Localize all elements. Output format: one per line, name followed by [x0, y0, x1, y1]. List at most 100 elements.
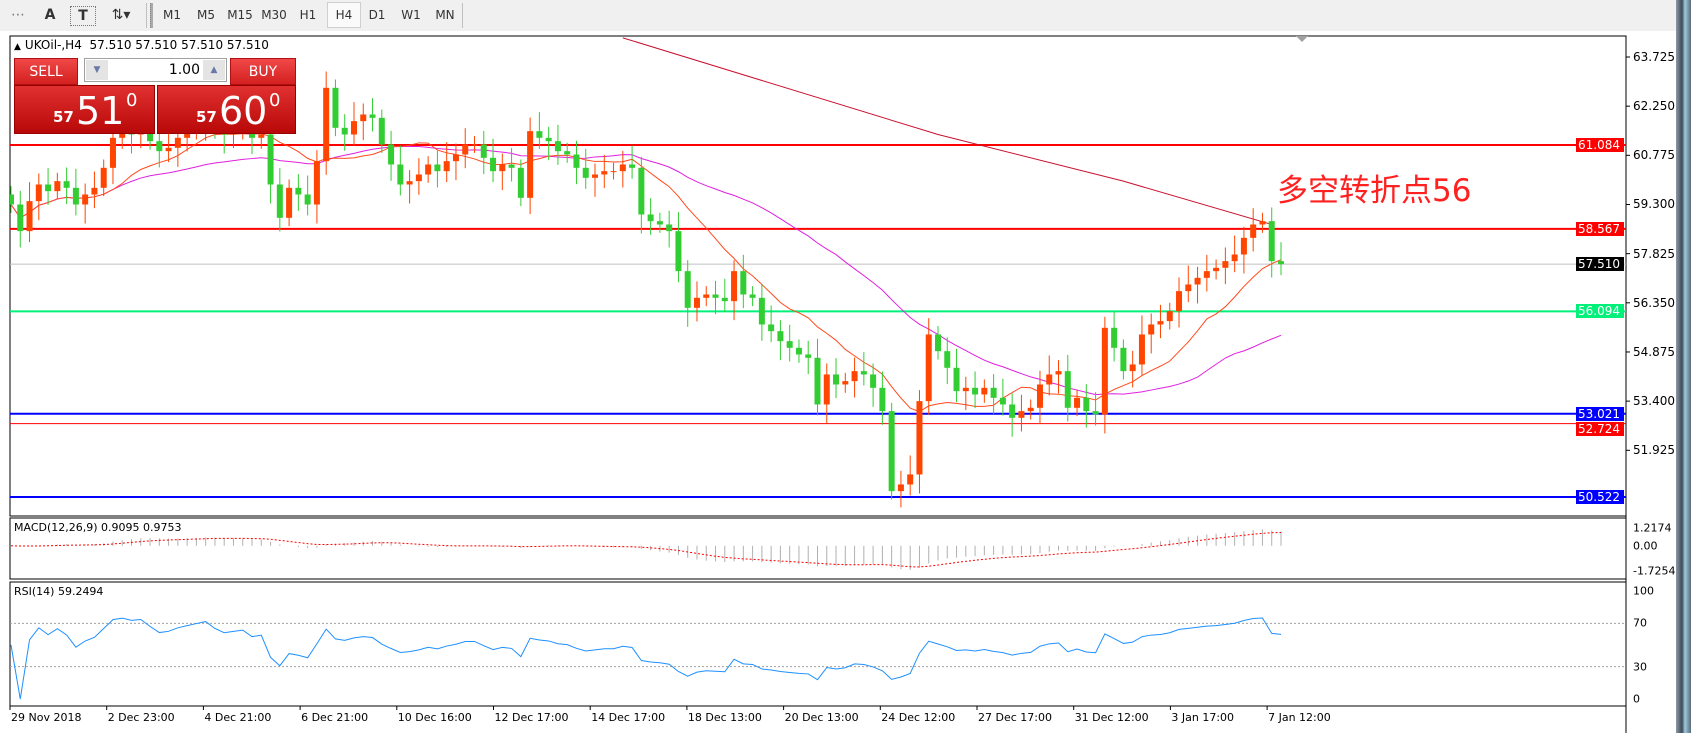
candle-down	[721, 297, 728, 302]
candle-down	[1268, 221, 1275, 262]
buy-price[interactable]: 57 60 0	[157, 85, 296, 134]
candle-down	[833, 374, 840, 385]
candle-down	[972, 387, 979, 395]
candle-down	[786, 341, 793, 348]
lot-increase-icon[interactable]: ▲	[203, 60, 225, 80]
candle-down	[935, 334, 941, 352]
candle-up	[731, 271, 738, 302]
level-tag-53.021: 53.021	[1576, 406, 1624, 421]
time-label: 14 Dec 17:00	[591, 711, 666, 724]
buy-button[interactable]: BUY	[230, 58, 296, 85]
candle-up	[1185, 284, 1192, 292]
tf-m5[interactable]: M5	[197, 8, 215, 22]
sell-price[interactable]: 57 51 0	[14, 85, 155, 134]
candle-up	[1027, 407, 1034, 412]
candle-down	[638, 167, 645, 215]
tf-w1[interactable]: W1	[401, 8, 421, 22]
candle-up	[119, 131, 126, 138]
price-tick-label: 57.825	[1633, 246, 1675, 261]
sell-button[interactable]: SELL	[14, 58, 78, 85]
text-label-icon[interactable]: T	[70, 6, 96, 26]
candle-down	[647, 214, 654, 222]
candle-up	[592, 174, 599, 178]
toolbar-grip[interactable]	[150, 3, 153, 28]
rsi-panel-border	[9, 581, 1627, 707]
candle-down	[740, 271, 747, 295]
candle-down	[1111, 327, 1118, 348]
candle-down	[870, 374, 877, 388]
candle-up	[1138, 334, 1145, 365]
price-tick-label: 59.300	[1633, 197, 1675, 212]
candle-up	[527, 131, 534, 198]
candle-down	[341, 127, 348, 135]
lot-decrease-icon[interactable]: ▼	[86, 60, 108, 80]
candle-up	[610, 171, 617, 173]
time-label: 20 Dec 13:00	[784, 711, 859, 724]
candle-up	[1194, 277, 1201, 285]
candle-up	[1259, 221, 1266, 225]
candle-up	[91, 187, 98, 195]
candle-up	[693, 297, 700, 308]
time-label: 31 Dec 12:00	[1074, 711, 1149, 724]
grid-f-icon[interactable]: ⋯	[11, 7, 25, 23]
candle-down	[860, 371, 867, 375]
arrows-icon[interactable]: ⇅▾	[111, 7, 131, 23]
lot-value[interactable]: 1.00	[168, 62, 200, 78]
tf-m30[interactable]: M30	[261, 8, 287, 22]
price-tick-label: 51.925	[1633, 443, 1675, 458]
candle-up	[184, 131, 191, 138]
candle-down	[814, 357, 821, 405]
candle-down	[879, 387, 886, 412]
tf-m15[interactable]: M15	[227, 8, 253, 22]
candle-down	[582, 167, 589, 178]
sell-fraction: 0	[126, 90, 138, 111]
candle-down	[517, 167, 524, 198]
candle-down	[675, 231, 682, 272]
rsi-tick-label: 30	[1633, 660, 1647, 674]
text-a-icon[interactable]: A	[44, 7, 56, 23]
lot-size-input[interactable]: ▼ 1.00 ▲	[84, 58, 227, 82]
time-label: 2 Dec 23:00	[107, 711, 175, 724]
candle-up	[54, 181, 61, 192]
collapse-triangle-icon[interactable]: ▲	[14, 42, 21, 52]
candle-down	[45, 184, 52, 192]
candle-down	[1083, 397, 1090, 412]
candle-down	[295, 187, 302, 195]
candle-down	[656, 221, 663, 225]
annotation-text[interactable]: 多空转折点56	[1277, 173, 1472, 209]
candle-down	[156, 141, 163, 152]
tf-d1[interactable]: D1	[368, 8, 386, 22]
candle-up	[1157, 321, 1164, 325]
slow-ma-line	[622, 37, 1272, 225]
candle-down	[267, 134, 274, 185]
candle-up	[286, 187, 293, 218]
candle-up	[981, 387, 988, 395]
tf-h1[interactable]: H1	[299, 8, 317, 22]
candle-up	[360, 114, 367, 122]
tf-h4[interactable]: H4	[327, 2, 361, 28]
fast-ma-line	[10, 133, 1282, 413]
toolbar-separator	[462, 3, 463, 28]
candle-up	[499, 164, 506, 172]
candle-up	[1036, 384, 1043, 408]
candle-up	[907, 474, 914, 485]
price-tick-label: 63.725	[1633, 50, 1675, 64]
time-label: 6 Dec 21:00	[301, 711, 369, 724]
time-label: 27 Dec 17:00	[978, 711, 1052, 724]
candle-down	[805, 354, 812, 358]
candle-down	[304, 194, 311, 205]
candle-up	[82, 194, 89, 205]
candle-down	[749, 294, 756, 298]
candle-up	[100, 167, 107, 188]
candle-down	[554, 141, 561, 152]
candle-up	[1148, 324, 1155, 335]
tf-m1[interactable]: M1	[163, 8, 181, 22]
tf-mn[interactable]: MN	[435, 8, 455, 22]
candle-down	[1009, 404, 1016, 418]
macd-tick-label: 0.00	[1633, 539, 1658, 553]
chart-shift-marker-icon	[1296, 36, 1308, 42]
price-tick-label: 60.775	[1633, 148, 1675, 163]
main-plot	[10, 37, 1284, 508]
candle-down	[666, 224, 673, 232]
